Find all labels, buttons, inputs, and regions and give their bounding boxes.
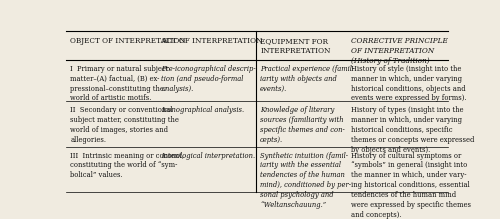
Text: History of style (insight into the
manner in which, under varying
historical con: History of style (insight into the manne… — [351, 65, 467, 102]
Text: Iconological interpretation.: Iconological interpretation. — [162, 152, 256, 160]
Text: Pre-iconographical descrip-
tion (and pseudo-formal
analysis).: Pre-iconographical descrip- tion (and ps… — [162, 65, 256, 93]
Text: Knowledge of literary
sources (familiarity with
specific themes and con-
cepts).: Knowledge of literary sources (familiari… — [260, 106, 345, 144]
Text: CORRECTIVE PRINCIPLE
OF INTERPRETATION
(History of Tradition): CORRECTIVE PRINCIPLE OF INTERPRETATION (… — [351, 37, 448, 65]
Text: II  Secondary or conventional
subject matter, constituting the
world of images, : II Secondary or conventional subject mat… — [70, 106, 179, 144]
Text: OBJECT OF INTERPRETATION: OBJECT OF INTERPRETATION — [70, 37, 186, 45]
Text: III  Intrinsic meaning or content,
constituting the world of “sym-
bolical” valu: III Intrinsic meaning or content, consti… — [70, 152, 184, 179]
Text: I  Primary or natural subject
matter–(A) factual, (B) ex-
pressional–constitutin: I Primary or natural subject matter–(A) … — [70, 65, 169, 102]
Text: EQUIPMENT FOR
INTERPRETATION: EQUIPMENT FOR INTERPRETATION — [260, 37, 330, 55]
Text: Practical experience (famil-
iarity with objects and
events).: Practical experience (famil- iarity with… — [260, 65, 354, 93]
Text: Iconographical analysis.: Iconographical analysis. — [162, 106, 244, 114]
Text: History of types (insight into the
manner in which, under varying
historical con: History of types (insight into the manne… — [351, 106, 474, 154]
Text: Synthetic intuition (famil-
iarity with the essential
tendencies of the human
mi: Synthetic intuition (famil- iarity with … — [260, 152, 351, 209]
Text: History of cultural symptoms or
“symbols” in general (insight into
the manner in: History of cultural symptoms or “symbols… — [351, 152, 471, 219]
Text: ACT OF INTERPRETATION: ACT OF INTERPRETATION — [162, 37, 262, 45]
